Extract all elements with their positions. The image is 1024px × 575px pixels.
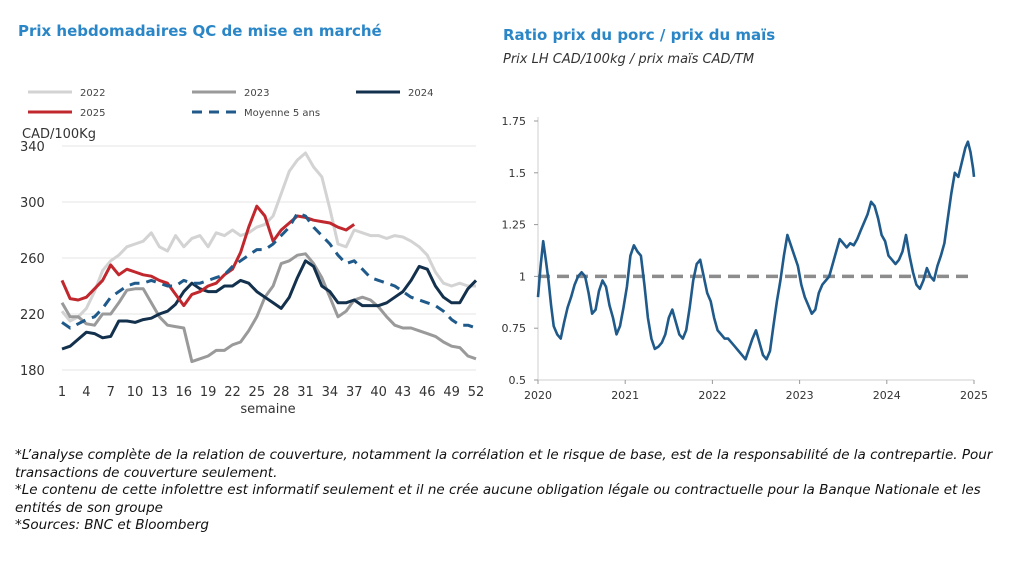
footnotes: *L’analyse complète de la relation de co… xyxy=(15,447,1005,535)
footnote-hedging: *L’analyse complète de la relation de co… xyxy=(15,447,997,481)
y-tick-label: 0.5 xyxy=(509,374,527,387)
x-tick-label: 13 xyxy=(151,385,168,400)
x-tick-label: 46 xyxy=(419,385,436,400)
legend-label: 2025 xyxy=(80,108,105,119)
x-tick-label: 25 xyxy=(249,385,266,400)
legend-label: 2024 xyxy=(408,88,433,99)
x-tick-label: 22 xyxy=(224,385,241,400)
y-tick-label: 180 xyxy=(20,364,45,379)
right-chart-subtitle: Prix LH CAD/100kg / prix maïs CAD/TM xyxy=(503,52,755,67)
y-tick-label: 340 xyxy=(20,140,45,155)
x-tick-label: 40 xyxy=(370,385,387,400)
footnote-sources: *Sources: BNC et Bloomberg xyxy=(15,517,209,534)
legend-label: Moyenne 5 ans xyxy=(244,108,320,119)
x-tick-label: 4 xyxy=(82,385,90,400)
x-tick-label: 19 xyxy=(200,385,217,400)
series-line-2022 xyxy=(60,151,476,323)
legend-label: 2022 xyxy=(80,88,105,99)
ratio-chart: 0.5 0.75 1 1.25 1.5 1.75 2020 2021 2022 2023 2024 2… xyxy=(502,115,989,402)
left-chart-title: Prix hebdomadaires QC de mise en marché xyxy=(18,22,382,40)
legend-label: 2023 xyxy=(244,88,269,99)
y-tick-label: 1.75 xyxy=(502,115,527,128)
x-tick-label: 34 xyxy=(322,385,339,400)
y-tick-label: 1.25 xyxy=(502,219,527,232)
footnote-disclaimer: *Le contenu de cette infolettre est info… xyxy=(15,482,986,516)
x-tick-label: 2021 xyxy=(611,389,639,402)
x-axis-label: semaine xyxy=(240,402,295,417)
y-axis-label: CAD/100Kg xyxy=(22,127,96,142)
series-line-ratio xyxy=(536,140,976,361)
weekly-prices-chart: 180 220 260 300 340 1 4 7 10 13 16 19 22 25 28 31 34 37 40… xyxy=(20,88,485,417)
x-tick-label: 16 xyxy=(175,385,192,400)
y-tick-label: 220 xyxy=(20,308,45,323)
x-tick-label: 49 xyxy=(443,385,460,400)
series-line-2023 xyxy=(60,252,477,364)
series-line-2024 xyxy=(61,259,478,351)
y-tick-label: 1 xyxy=(519,270,526,283)
y-tick-label: 0.75 xyxy=(502,322,527,335)
x-tick-label: 37 xyxy=(346,385,363,400)
x-tick-label: 31 xyxy=(297,385,314,400)
y-tick-label: 1.5 xyxy=(509,167,527,180)
x-tick-label: 2023 xyxy=(786,389,814,402)
y-tick-label: 260 xyxy=(20,252,45,267)
right-chart-title: Ratio prix du porc / prix du maïs xyxy=(503,26,776,44)
x-tick-label: 2022 xyxy=(698,389,726,402)
series-line-moyenne-5-ans xyxy=(61,211,477,330)
x-tick-label: 43 xyxy=(395,385,412,400)
y-tick-label: 300 xyxy=(20,196,45,211)
x-tick-label: 1 xyxy=(58,385,66,400)
x-tick-label: 2020 xyxy=(524,389,552,402)
x-tick-label: 2025 xyxy=(960,389,988,402)
x-tick-label: 28 xyxy=(273,385,290,400)
x-tick-label: 7 xyxy=(107,385,115,400)
x-tick-label: 52 xyxy=(468,385,485,400)
x-tick-label: 2024 xyxy=(873,389,901,402)
x-tick-label: 10 xyxy=(127,385,144,400)
